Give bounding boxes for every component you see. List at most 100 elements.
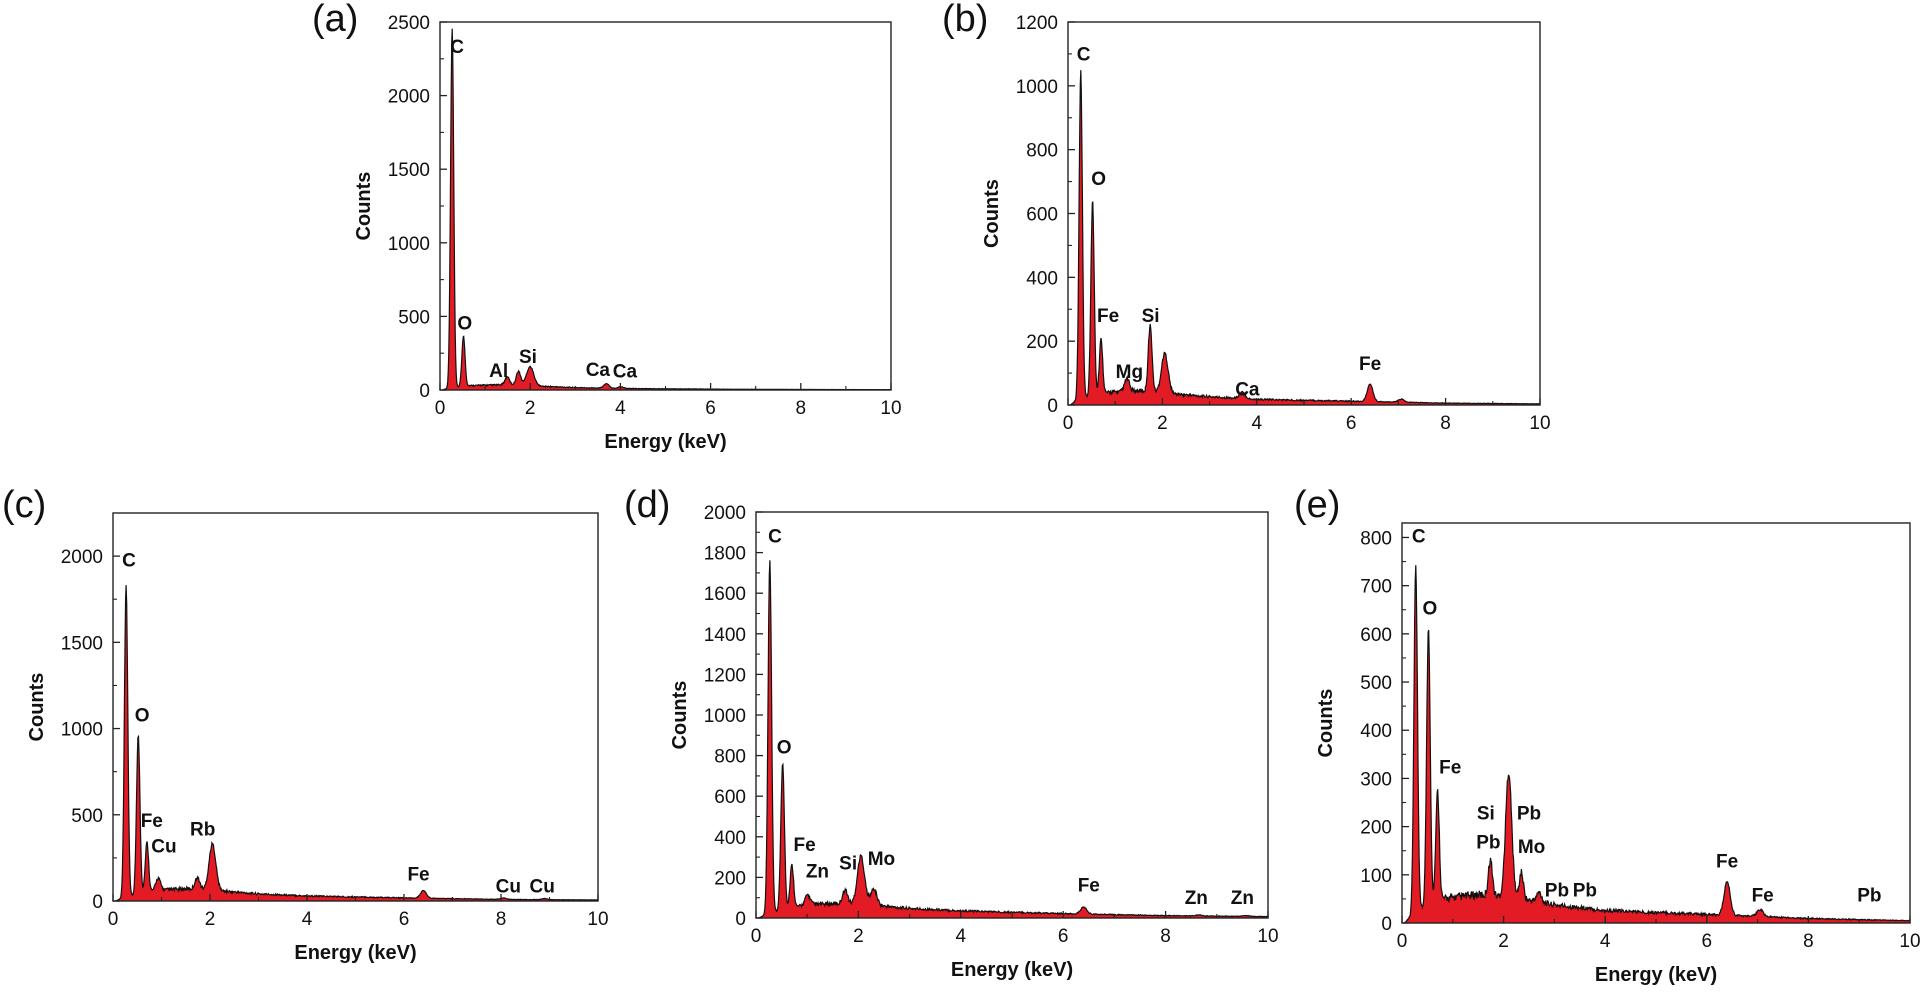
chart-panel-c: (c) 0 2 4 6 8 10 0 500 1000 1500 2000 Energy (keV) C…	[0, 480, 620, 990]
plot-frame	[1401, 522, 1911, 924]
x-tick-label: 8	[796, 398, 807, 419]
peak-label: Pb	[1545, 880, 1569, 901]
y-tick-label: 2500	[388, 13, 430, 34]
y-axis-title: Counts	[981, 179, 1003, 248]
y-tick-label: 800	[1360, 528, 1392, 549]
spectrum-chart: 0 2 4 6 8 10 0 200 400 600 800 1000 1200 Counts C O Fe Mg…	[981, 13, 1551, 434]
panel-letter: (e)	[1294, 484, 1341, 526]
peak-label: Pb	[1517, 803, 1541, 824]
peak-label: Fe	[1359, 354, 1381, 375]
peak-label: Mg	[1116, 362, 1143, 383]
peak-label: Cu	[151, 837, 176, 858]
peak-label: Rb	[190, 819, 215, 840]
y-tick-label: 0	[735, 909, 746, 930]
chart-panel-a: (a) 0 2 4 6 8 10 0 500 1000 1500 2000 2500 Energy (k…	[300, 0, 920, 460]
x-tick-label: 0	[751, 926, 762, 947]
x-tick-label: 10	[1899, 931, 1920, 952]
peak-label: C	[450, 37, 464, 58]
spectrum-area	[1404, 565, 1910, 923]
y-tick-label: 800	[714, 747, 746, 768]
x-tick-label: 2	[853, 926, 864, 947]
x-axis-title: Energy (keV)	[951, 959, 1073, 981]
peak-label: Fe	[794, 835, 816, 856]
x-tick-label: 10	[1257, 926, 1278, 947]
x-axis-title: Energy (keV)	[294, 942, 416, 964]
peak-label: Si	[1477, 803, 1495, 824]
peak-label: Pb	[1476, 832, 1500, 853]
y-tick-label: 2000	[704, 503, 746, 524]
panel-letter: (a)	[312, 0, 359, 40]
spectrum-area	[442, 28, 891, 390]
y-tick-label: 1600	[704, 584, 746, 605]
y-tick-label: 600	[714, 787, 746, 808]
spectrum-chart: 0 2 4 6 8 10 0 500 1000 1500 2000 Energy (keV) Count…	[26, 512, 609, 964]
spectrum-line	[1404, 565, 1911, 924]
spectrum-chart: 0 2 4 6 8 10 0 500 1000 1500 2000 2500 Energy (keV) C…	[353, 13, 902, 453]
y-tick-label: 0	[1047, 396, 1058, 417]
y-tick-label: 1000	[704, 706, 746, 727]
peak-label: Fe	[1078, 876, 1100, 897]
spectrum-area	[1070, 70, 1540, 405]
y-tick-label: 700	[1360, 577, 1392, 598]
x-tick-label: 8	[1803, 931, 1814, 952]
plot-frame	[755, 511, 1269, 919]
peak-label: Fe	[141, 811, 163, 832]
peak-label: O	[1423, 599, 1438, 620]
x-tick-label: 6	[1346, 413, 1357, 434]
y-tick-label: 1500	[388, 160, 430, 181]
spectrum-area	[758, 560, 1268, 918]
peak-label: Zn	[1231, 888, 1254, 909]
spectrum-chart: 0 2 4 6 8 10 0 200 400 600 800 1000 1200 1400 1600 1800…	[669, 503, 1279, 981]
peak-label: Al	[489, 361, 508, 382]
x-tick-label: 4	[1600, 931, 1611, 952]
y-axis-title: Counts	[669, 681, 691, 750]
plot-frame	[439, 21, 892, 391]
y-tick-label: 200	[1360, 818, 1392, 839]
y-tick-label: 400	[1360, 721, 1392, 742]
peak-label: Zn	[1185, 888, 1208, 909]
y-tick-label: 300	[1360, 769, 1392, 790]
x-tick-label: 0	[1397, 931, 1408, 952]
chart-panel-b: (b) 0 2 4 6 8 10 0 200 400 600 800 1000 1200 Counts C O…	[920, 0, 1560, 460]
y-tick-label: 1400	[704, 625, 746, 646]
spectrum-line	[1069, 70, 1541, 406]
y-tick-label: 500	[71, 806, 103, 827]
x-tick-label: 0	[1063, 413, 1074, 434]
y-axis-title: Counts	[26, 673, 48, 742]
panel-letter: (d)	[624, 484, 671, 526]
x-axis-title: Energy (keV)	[604, 431, 726, 453]
peak-label: Mo	[1518, 837, 1545, 858]
x-tick-label: 2	[525, 398, 536, 419]
peak-label: Fe	[407, 864, 429, 885]
y-tick-label: 2000	[388, 87, 430, 108]
y-tick-label: 200	[714, 868, 746, 889]
y-tick-label: 500	[398, 307, 430, 328]
peak-label: Cu	[496, 876, 521, 897]
y-tick-label: 500	[1360, 673, 1392, 694]
panel-letter: (b)	[942, 0, 989, 40]
y-tick-label: 1200	[1016, 13, 1058, 34]
x-tick-label: 8	[1160, 926, 1171, 947]
y-tick-label: 400	[1026, 268, 1058, 289]
x-tick-label: 10	[1529, 413, 1550, 434]
peak-label: C	[122, 550, 136, 571]
y-tick-label: 100	[1360, 866, 1392, 887]
panel-letter: (c)	[2, 484, 47, 526]
x-tick-label: 4	[615, 398, 626, 419]
chart-panel-e: (e) 0 2 4 6 8 10 0 100 200 300 400 500 600 700 800 Ener…	[1290, 480, 1930, 1000]
peak-label: O	[457, 314, 472, 335]
y-tick-label: 400	[714, 828, 746, 849]
peak-label: Pb	[1573, 880, 1597, 901]
peak-label: O	[135, 706, 150, 727]
x-tick-label: 10	[880, 398, 901, 419]
x-tick-label: 0	[108, 909, 119, 930]
peak-label: Fe	[1752, 885, 1774, 906]
x-tick-label: 2	[1157, 413, 1168, 434]
y-tick-label: 1200	[704, 665, 746, 686]
x-tick-label: 2	[205, 909, 216, 930]
y-tick-label: 600	[1360, 625, 1392, 646]
y-tick-label: 200	[1026, 332, 1058, 353]
y-tick-label: 0	[1381, 914, 1392, 935]
y-tick-label: 1000	[61, 720, 103, 741]
